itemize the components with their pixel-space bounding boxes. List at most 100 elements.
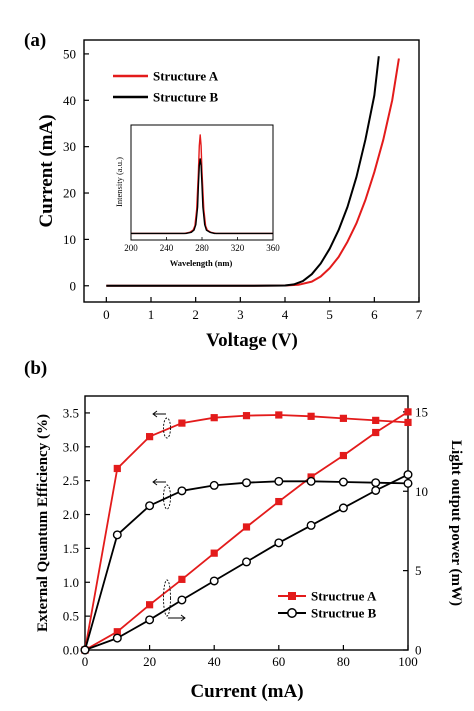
panel-b-ticks: 0 20 40 60 80 100 0.0 0.5 1.0 1.5 2.0 2.5 3.0 3.5 0 5 10… [63, 404, 428, 669]
panel-a-ticks: 0 1 2 3 4 5 6 7 0 10 20 30 40 50 [63, 46, 423, 322]
b-point-circle [338, 477, 348, 487]
a-x-tick-label: 4 [282, 307, 289, 322]
a-y-tick-label: 30 [63, 139, 76, 154]
b-series-2 [80, 476, 413, 655]
panel-b-x-axis-title: Current (mA) [190, 681, 303, 702]
b-point-square [372, 416, 380, 424]
b-point-circle [145, 615, 155, 625]
inset-x-tick-label: 280 [195, 243, 209, 253]
a-y-tick-label: 20 [63, 186, 76, 201]
black-eqe-left-arrow-icon [152, 478, 171, 510]
a-x-tick-label: 0 [103, 307, 110, 322]
b-point-circle [403, 470, 413, 480]
b-point-square [275, 411, 283, 419]
b-y-tick-label: 1.0 [63, 575, 79, 590]
b-point-circle [112, 633, 122, 643]
legend-b-square-marker [288, 592, 296, 600]
inset-x-tick-label: 360 [266, 243, 280, 253]
b-point-square [210, 549, 218, 557]
legend-a-label-structure-a: Structure A [153, 69, 219, 84]
inset-series [131, 134, 273, 235]
b-x-tick-label: 20 [143, 654, 156, 669]
a-y-tick-label: 0 [70, 278, 77, 293]
b-series-0 [81, 411, 412, 654]
inset-ticks: 200 240 280 320 360 [124, 237, 280, 253]
b-y-tick-label: 3.5 [63, 405, 79, 420]
b-point-circle [306, 476, 316, 486]
b-y-tick-label: 0.0 [63, 643, 79, 658]
panel-b-y2-axis-title: Light output power (mW) [448, 440, 464, 606]
panel-b-frame [84, 395, 409, 651]
panel-a: 0 1 2 3 4 5 6 7 0 10 20 30 40 50 Structure A Structur… [36, 39, 423, 351]
b-point-square [113, 628, 121, 636]
b-point-square [339, 451, 347, 460]
axis-direction-indicators [152, 410, 186, 622]
b-point-circle [274, 476, 284, 486]
panel-a-series [106, 56, 400, 287]
b-point-circle [306, 520, 316, 530]
inset-x-tick-label: 200 [124, 243, 138, 253]
b-point-circle [241, 478, 251, 488]
red-eqe-left-arrow-icon [152, 410, 171, 439]
panel-a-legend: Structure A Structure B [113, 69, 219, 105]
panel-b-label: (b) [24, 358, 47, 379]
b-x-tick-label: 40 [208, 654, 221, 669]
b-point-square [275, 497, 283, 506]
b-y-tick-label: 3.0 [63, 439, 79, 454]
b-point-square [404, 418, 412, 427]
panel-a-y-axis-title: Current (mA) [36, 114, 57, 227]
legend-a-label-structure-b: Structure B [153, 90, 218, 105]
inset-x-tick-label: 240 [160, 243, 174, 253]
panel-a-x-axis-title: Voltage (V) [206, 330, 298, 351]
b-point-circle [338, 503, 348, 513]
panel-a-frame [83, 39, 420, 303]
b-point-square [339, 414, 347, 422]
b-point-circle [371, 478, 381, 488]
panel-b: 0 20 40 60 80 100 0.0 0.5 1.0 1.5 2.0 2.5 3.0 3.5 0 5 10… [35, 395, 464, 702]
legend-b-circle-marker [287, 608, 297, 618]
b-point-square [404, 408, 412, 416]
b-y-tick-label: 0.5 [63, 609, 79, 624]
b-x-tick-label: 0 [82, 654, 89, 669]
panel-b-series [80, 408, 413, 655]
inset-x-axis-title: Wavelength (nm) [170, 258, 233, 268]
b-point-circle [112, 530, 122, 540]
b-series-3 [80, 470, 413, 655]
b-point-circle [145, 501, 155, 511]
b-y2-tick-label: 15 [415, 404, 428, 419]
legend-b-label-structure-b: Structrue B [311, 606, 377, 621]
b-y2-tick-label: 0 [415, 643, 422, 658]
b-point-square [307, 412, 315, 420]
b-point-circle [209, 480, 219, 490]
a-x-tick-label: 2 [192, 307, 199, 322]
b-point-square [146, 601, 154, 609]
legend-b-label-structure-a: Structrue A [311, 589, 377, 604]
b-x-tick-label: 100 [398, 654, 418, 669]
b-point-circle [403, 478, 413, 488]
a-x-tick-label: 1 [148, 307, 155, 322]
b-point-circle [241, 557, 251, 567]
b-point-circle [177, 486, 187, 496]
panel-a-label: (a) [24, 30, 46, 51]
a-y-tick-label: 40 [63, 93, 76, 108]
inset-x-tick-label: 320 [231, 243, 245, 253]
b-point-square [242, 523, 251, 531]
b-y2-tick-label: 5 [415, 563, 422, 578]
a-y-tick-label: 10 [63, 232, 76, 247]
b-point-square [242, 412, 251, 420]
a-series-line-structure-b [106, 56, 380, 287]
a-x-tick-label: 7 [416, 307, 423, 322]
panel-b-legend: Structrue A Structrue B [278, 589, 377, 621]
inset-y-axis-title: Intensity (a.u.) [114, 157, 124, 207]
panel-b-y-axis-title: External Quantum Efficiency (%) [35, 414, 51, 632]
b-y-tick-label: 2.5 [63, 473, 79, 488]
a-y-tick-label: 50 [63, 46, 76, 61]
b-point-circle [177, 595, 187, 605]
b-point-square [146, 433, 154, 441]
b-point-square [178, 575, 186, 583]
b-y-tick-label: 1.5 [63, 541, 79, 556]
b-y-tick-label: 2.0 [63, 507, 79, 522]
b-x-tick-label: 80 [337, 654, 350, 669]
b-point-square [372, 428, 380, 437]
